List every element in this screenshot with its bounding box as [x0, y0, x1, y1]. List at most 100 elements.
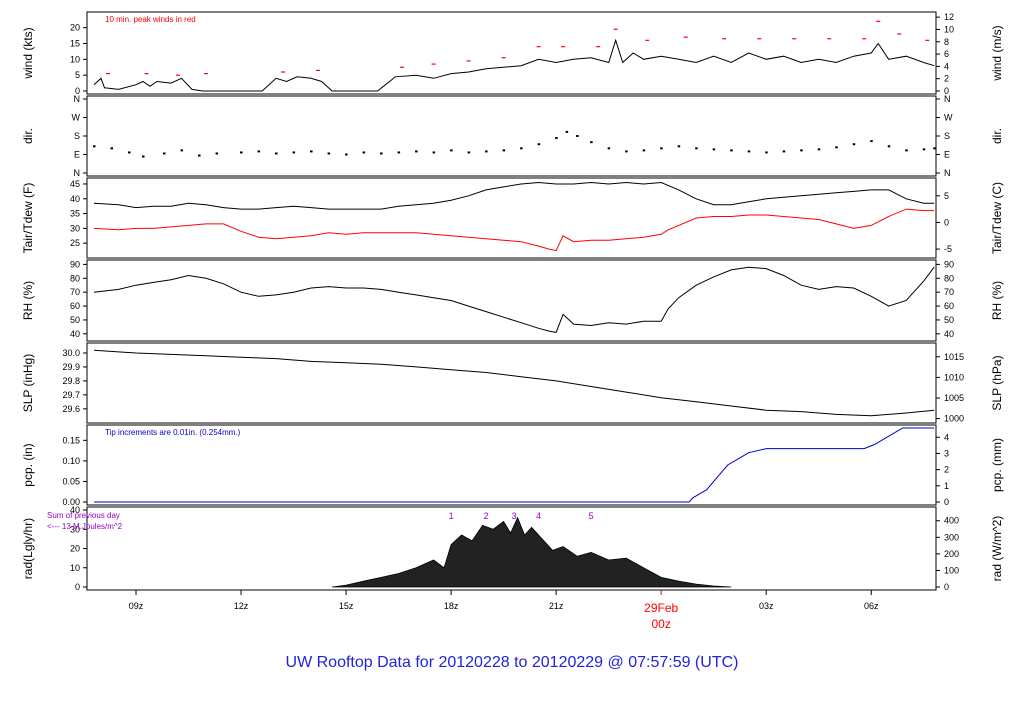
scatter-point-dir — [397, 151, 401, 154]
left-tick-label-rh: 70 — [70, 287, 80, 297]
right-tick-label-slp: 1005 — [944, 393, 964, 403]
right-tick-label-wind: 2 — [944, 74, 949, 84]
ylabel-left-temp: Tair/Tdew (F) — [21, 183, 35, 254]
panel-frame-slp — [86, 342, 937, 424]
line-series-wind-0 — [93, 38, 935, 92]
left-tick-label-slp: 29.9 — [62, 362, 80, 372]
scatter-point-dir — [817, 148, 821, 151]
right-tick-label-wind: 4 — [944, 61, 949, 71]
scatter-point-dir — [180, 149, 184, 152]
left-tick-label-slp: 30.0 — [62, 348, 80, 358]
right-tick-label-dir: N — [944, 168, 951, 178]
left-tick-label-dir: N — [74, 168, 81, 178]
right-tick-label-rh: 50 — [944, 315, 954, 325]
right-tick-label-dir: S — [944, 131, 950, 141]
scatter-point-dir — [345, 153, 348, 156]
annotation-pcp: Tip increments are 0.01in. (0.254mm.) — [105, 428, 241, 437]
day-marker-sublabel: 00z — [651, 617, 670, 631]
left-tick-label-wind: 0 — [75, 86, 80, 96]
ylabel-right-slp: SLP (hPa) — [990, 355, 1004, 410]
right-tick-label-pcp: 2 — [944, 465, 949, 475]
line-series-slp-0 — [93, 349, 935, 417]
rad-marker-3: 3 — [512, 511, 517, 521]
rad-marker-4: 4 — [536, 511, 541, 521]
right-tick-label-rh: 70 — [944, 287, 954, 297]
left-tick-label-pcp: 0.00 — [62, 497, 80, 507]
right-tick-label-temp: 0 — [944, 217, 949, 227]
scatter-point-dir — [257, 150, 261, 153]
left-tick-label-rh: 80 — [70, 273, 80, 283]
scatter-point-dir — [607, 147, 611, 150]
scatter-point-dir — [782, 150, 786, 153]
ylabel-left-wind: wind (kts) — [21, 27, 35, 79]
ylabel-right-rh: RH (%) — [990, 281, 1004, 320]
right-tick-label-pcp: 0 — [944, 497, 949, 507]
right-tick-label-rad: 400 — [944, 516, 959, 526]
annotation-wind: 10 min. peak winds in red — [105, 15, 196, 24]
left-tick-label-dir: E — [74, 150, 80, 160]
left-tick-label-temp: 25 — [70, 238, 80, 248]
ylabel-right-wind: wind (m/s) — [990, 25, 1004, 81]
right-tick-label-pcp: 3 — [944, 448, 949, 458]
scatter-point-dir — [380, 152, 383, 155]
time-tick-label: 03z — [759, 601, 774, 611]
left-tick-label-temp: 35 — [70, 209, 80, 219]
left-tick-label-wind: 20 — [70, 23, 80, 33]
scatter-point-dir — [292, 151, 296, 154]
day-marker-label: 29Feb — [644, 601, 678, 615]
right-tick-label-slp: 1000 — [944, 414, 964, 424]
scatter-point-dir — [327, 152, 331, 155]
right-tick-label-temp: 5 — [944, 191, 949, 201]
panel-frame-wind — [86, 11, 937, 95]
right-tick-label-pcp: 1 — [944, 481, 949, 491]
left-tick-label-wind: 15 — [70, 39, 80, 49]
scatter-point-dir — [887, 145, 891, 148]
scatter-point-dir — [747, 150, 751, 153]
scatter-point-dir — [450, 149, 453, 152]
left-tick-label-slp: 29.8 — [62, 376, 80, 386]
scatter-point-dir — [128, 151, 131, 154]
rad-marker-2: 2 — [484, 511, 489, 521]
rad-marker-1: 1 — [449, 511, 454, 521]
left-tick-label-temp: 30 — [70, 223, 80, 233]
footer-title: UW Rooftop Data for 20120228 to 20120229… — [286, 654, 739, 671]
scatter-point-dir — [310, 150, 313, 153]
left-tick-label-dir: W — [72, 113, 81, 123]
left-tick-label-temp: 40 — [70, 194, 80, 204]
scatter-point-dir — [362, 151, 366, 154]
left-tick-label-wind: 10 — [70, 54, 80, 64]
scatter-point-dir — [730, 149, 733, 152]
rad-marker-5: 5 — [589, 511, 594, 521]
time-tick-label: 21z — [549, 601, 564, 611]
time-tick-label: 09z — [129, 601, 144, 611]
left-tick-label-rh: 90 — [70, 259, 80, 269]
panel-frame-dir — [86, 95, 937, 177]
left-tick-label-pcp: 0.15 — [62, 435, 80, 445]
right-tick-label-rad: 0 — [944, 582, 949, 592]
left-tick-label-rad: 10 — [70, 563, 80, 573]
ylabel-right-dir: dir. — [990, 128, 1004, 144]
panel-frame-temp — [86, 177, 937, 259]
ylabel-left-slp: SLP (inHg) — [21, 354, 35, 412]
left-tick-label-slp: 29.7 — [62, 390, 80, 400]
panel-frame-rh — [86, 259, 937, 342]
left-tick-label-rad: 40 — [70, 505, 80, 515]
scatter-point-dir — [576, 135, 579, 137]
scatter-point-dir — [240, 151, 243, 154]
ylabel-left-rh: RH (%) — [21, 281, 35, 320]
scatter-point-dir — [467, 151, 471, 154]
time-tick-label: 06z — [864, 601, 879, 611]
right-tick-label-rad: 200 — [944, 549, 959, 559]
scatter-point-dir — [93, 145, 96, 148]
time-tick-label: 18z — [444, 601, 459, 611]
right-tick-label-wind: 8 — [944, 37, 949, 47]
scatter-point-dir — [485, 150, 488, 153]
left-tick-label-temp: 45 — [70, 179, 80, 189]
right-tick-label-wind: 10 — [944, 24, 954, 34]
left-tick-label-rh: 40 — [70, 329, 80, 339]
scatter-point-dir — [765, 151, 768, 154]
scatter-point-dir — [905, 149, 908, 152]
ylabel-left-dir: dir. — [21, 128, 35, 144]
